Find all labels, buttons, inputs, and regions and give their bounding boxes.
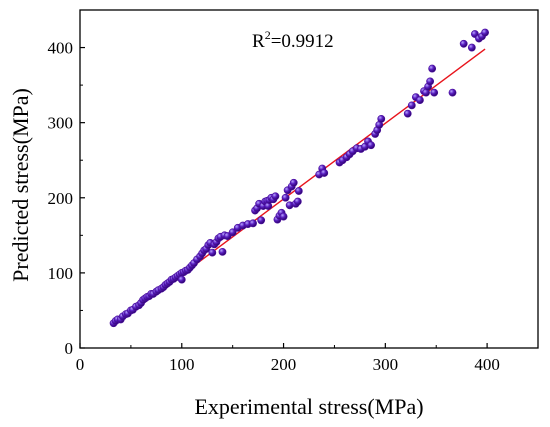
r-squared-prefix: R [252,31,265,52]
y-tick-label: 300 [48,114,74,133]
y-axis-title: Predicted stress(MPa) [8,88,33,282]
data-point [271,192,280,201]
data-point [426,77,435,86]
data-point [467,43,476,52]
data-point [416,96,424,105]
data-point [257,216,266,225]
data-point [403,109,412,118]
y-tick-label: 400 [48,39,74,58]
data-point [428,64,437,73]
data-point [279,212,288,221]
data-point [177,275,186,284]
y-axis: 0 100 200 300 400 [48,39,85,358]
x-tick-label: 100 [169,355,195,374]
y-tick-label: 200 [48,189,74,208]
data-point [367,141,375,150]
data-point [293,197,302,206]
r-squared-annotation: R2=0.9912 [252,28,334,52]
data-point [294,187,303,195]
data-point [448,88,457,97]
y-tick-label: 0 [65,339,74,358]
x-tick-label: 0 [76,355,85,374]
data-point [407,101,416,110]
data-point [459,39,468,48]
data-point [281,193,290,202]
x-tick-label: 300 [373,355,399,374]
x-tick-label: 200 [271,355,297,374]
plot-border [79,9,539,349]
data-point [249,219,257,228]
plot-area [79,9,539,349]
data-point [208,248,217,257]
x-axis: 0 100 200 300 400 [76,343,500,374]
r-squared-sup: 2 [265,28,271,42]
data-point [289,178,298,187]
data-points [109,28,489,328]
data-point [430,88,439,97]
data-point [218,247,227,256]
data-point [377,115,386,123]
data-point [320,169,329,177]
x-tick-label: 400 [474,355,500,374]
x-axis-title: Experimental stress(MPa) [194,394,423,419]
data-point [228,228,237,237]
y-tick-label: 100 [48,264,74,283]
r-squared-value: =0.9912 [271,31,334,52]
data-point [481,28,489,37]
